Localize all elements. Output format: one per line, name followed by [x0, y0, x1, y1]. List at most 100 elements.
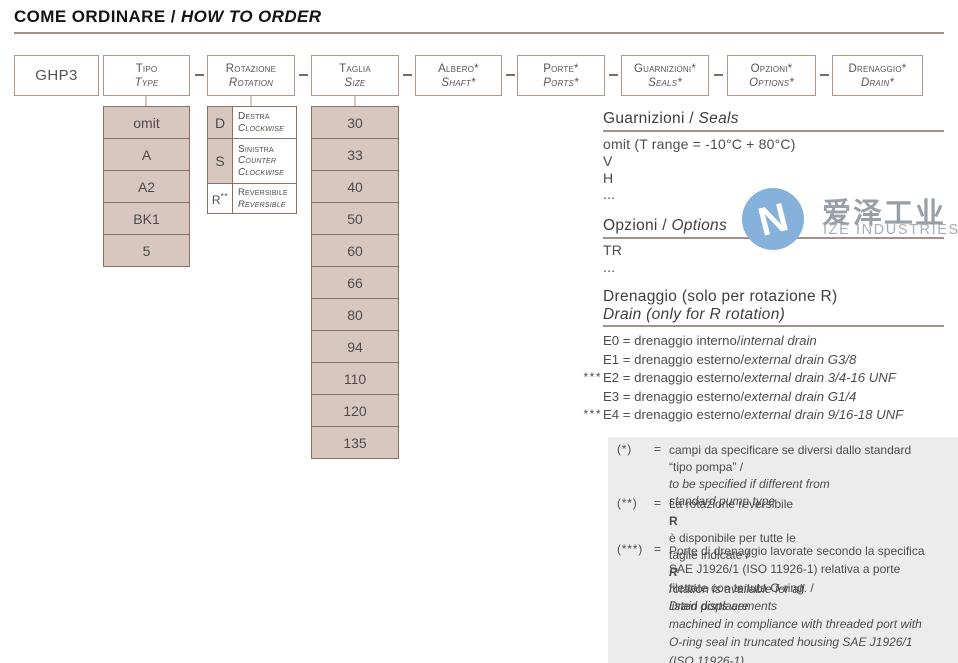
- rotation-desc-en: Clockwise: [238, 166, 284, 178]
- drain-text-it: drenaggio esterno/: [634, 370, 745, 385]
- size-label: 80: [347, 306, 363, 323]
- tipo-option-a2: A2: [103, 170, 190, 203]
- size-option-60: 60: [311, 234, 399, 267]
- footnote-line: campi da specificare se diversi dallo st…: [669, 443, 912, 457]
- size-label: 94: [347, 338, 363, 355]
- seals-item-omit: omit (T range = -10°C + 80°C): [603, 136, 796, 152]
- drain-heading-en: Drain (only for R rotation): [603, 306, 786, 323]
- field-box-albero: Albero* Shaft*: [415, 55, 502, 96]
- drain-text-en: internal drain: [740, 333, 817, 348]
- field-albero-en: Shaft*: [441, 76, 476, 89]
- model-box: GHP3: [14, 55, 99, 96]
- field-porte-en: Ports*: [543, 76, 579, 89]
- drain-stars: ***: [583, 370, 602, 384]
- field-box-tipo: Tipo Type: [103, 55, 190, 96]
- footnote-triple-star: (***) = Porte di drenaggio lavorate seco…: [617, 542, 925, 663]
- size-label: 66: [347, 274, 363, 291]
- field-guarnizioni-en: Seals*: [648, 76, 682, 89]
- tipo-option-label: BK1: [133, 210, 160, 227]
- drain-item-e0: E0 = drenaggio interno/internal drain: [575, 333, 817, 348]
- model-label: GHP3: [35, 67, 78, 84]
- field-box-taglia: Taglia Size: [311, 55, 399, 96]
- rotation-desc-r: Reversibile Reversible: [232, 183, 297, 214]
- footnote-equals: =: [654, 542, 662, 556]
- footnote-line: Porte di drenaggio lavorate secondo la s…: [669, 544, 925, 558]
- tipo-option-omit: omit: [103, 106, 190, 139]
- footnote-line: machined in compliance with threaded por…: [669, 617, 922, 632]
- drain-stars: [575, 333, 602, 348]
- drain-text-en: external drain G3/8: [744, 352, 857, 367]
- field-tipo-it: Tipo: [135, 62, 158, 75]
- tipo-option-label: omit: [133, 114, 160, 131]
- drain-text-en: external drain 3/4-16 UNF: [744, 370, 896, 385]
- options-heading-en: Options: [671, 217, 728, 234]
- drain-item-e1: E1 = drenaggio esterno/external drain G3…: [575, 352, 856, 367]
- box-connector-dash: [820, 74, 829, 76]
- footnote-line: standard pump type: [669, 494, 776, 508]
- footnote-line: taglie indicate / R rotation is availabl…: [669, 548, 805, 596]
- rotation-desc-en: Counter: [238, 155, 277, 167]
- rotation-code-r: R**: [207, 183, 233, 214]
- footnote-line: O-ring seal in truncated housing SAE J19…: [669, 635, 913, 650]
- size-option-66: 66: [311, 266, 399, 299]
- footnote-text: campi da specificare se diversi dallo st…: [669, 442, 911, 510]
- footnote-line: (ISO 11926-1).: [669, 653, 748, 663]
- size-label: 135: [343, 434, 367, 451]
- field-guarnizioni-it: Guarnizioni*: [633, 62, 697, 75]
- footnote-double-star: (**) = La rotazione reversibile R è disp…: [617, 496, 804, 615]
- drain-heading-it: Drenaggio (solo per rotazione R): [603, 288, 838, 305]
- field-drenaggio-en: Drain*: [860, 76, 895, 89]
- drain-item-e2: *** E2 = drenaggio esterno/external drain…: [575, 370, 896, 385]
- rotation-desc-d: Destra Clockwise: [232, 106, 297, 139]
- rotation-desc-it: Sinistra: [238, 143, 274, 155]
- drain-stars: [575, 352, 602, 367]
- box-connector-dash: [506, 74, 515, 76]
- field-drenaggio-it: Drenaggio*: [848, 62, 907, 75]
- seals-item-v: V: [603, 153, 613, 169]
- options-heading: Opzioni / Options: [603, 217, 727, 235]
- drain-code: E4 =: [603, 407, 635, 422]
- drain-text-it: drenaggio esterno/: [634, 407, 745, 422]
- rotation-desc-s: Sinistra Counter Clockwise: [232, 138, 297, 184]
- page-title-en: HOW TO ORDER: [180, 7, 322, 26]
- size-label: 50: [347, 210, 363, 227]
- drain-rule: [603, 325, 944, 327]
- size-label: 30: [347, 114, 363, 131]
- page-title: COME ORDINARE / HOW TO ORDER: [14, 7, 321, 27]
- footnote-line: La rotazione reversibile R è disponibile…: [669, 497, 796, 545]
- drain-stars: ***: [583, 407, 602, 421]
- drain-text-en: external drain G1/4: [744, 389, 857, 404]
- size-option-135: 135: [311, 426, 399, 459]
- seals-item-more: ...: [603, 186, 616, 202]
- size-option-110: 110: [311, 362, 399, 395]
- tipo-option-label: A2: [137, 178, 156, 195]
- drain-code: E1 =: [603, 352, 635, 367]
- rotation-code-label: S: [215, 153, 225, 169]
- footnote-line: filettate con tenuta O-ring. / Drain por…: [669, 580, 814, 613]
- footnote-text: Porte di drenaggio lavorate secondo la s…: [669, 542, 925, 663]
- title-rule: [14, 32, 944, 34]
- field-rotazione-en: Rotation: [228, 76, 274, 89]
- field-porte-it: Porte*: [543, 62, 579, 75]
- watermark-logo-icon: N: [742, 188, 804, 250]
- footnotes-panel: [608, 437, 958, 663]
- size-label: 60: [347, 242, 363, 259]
- options-heading-it: Opzioni /: [603, 217, 672, 234]
- rotation-code-label: D: [214, 114, 226, 131]
- seals-heading: Guarnizioni / Seals: [603, 110, 739, 128]
- box-connector-dash: [403, 74, 412, 76]
- tipo-option-5: 5: [103, 234, 190, 267]
- page-title-it: COME ORDINARE /: [14, 7, 181, 26]
- tipo-option-label: A: [141, 146, 152, 163]
- drain-stars: [575, 389, 602, 404]
- rotation-code-label: R**: [211, 190, 229, 207]
- field-tipo-en: Type: [134, 76, 159, 89]
- seals-rule: [603, 130, 944, 132]
- drain-item-e4: *** E4 = drenaggio esterno/external drain…: [575, 407, 903, 422]
- box-connector-dash: [299, 74, 308, 76]
- drain-text-it: drenaggio esterno/: [634, 389, 745, 404]
- size-option-40: 40: [311, 170, 399, 203]
- field-box-drenaggio: Drenaggio* Drain*: [832, 55, 923, 96]
- size-option-50: 50: [311, 202, 399, 235]
